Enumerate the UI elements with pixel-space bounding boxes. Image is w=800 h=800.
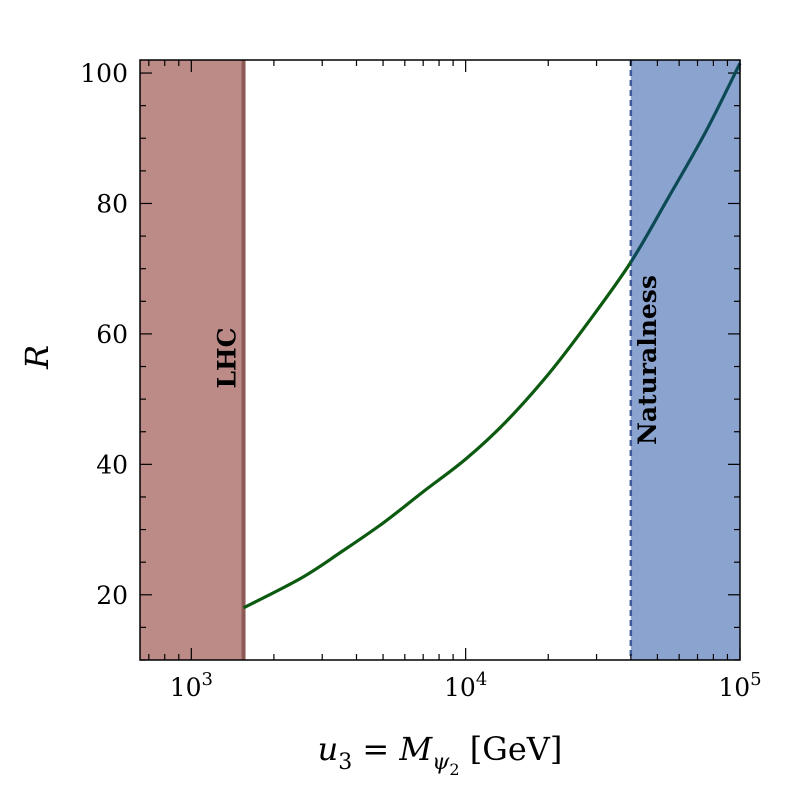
y-tick-label: 80 [96, 189, 128, 218]
bands [140, 60, 740, 660]
x-label-eq: = [352, 730, 399, 768]
band-1 [630, 60, 740, 660]
series-line [242, 259, 631, 610]
y-tick-labels: 20 40 60 80 100 [80, 59, 128, 610]
band-0 [140, 60, 244, 660]
x-label-var: u [318, 730, 339, 768]
x-tick-label: 105 [718, 669, 761, 702]
band-labels: LHC Naturalness [213, 275, 662, 445]
series-line-in-band [630, 62, 742, 266]
series-layer [242, 62, 742, 610]
x-tick-label: 103 [170, 669, 213, 702]
plot-frame [139, 59, 741, 661]
x-tick-labels: 103 104 105 [170, 669, 762, 702]
y-tick-label: 20 [96, 581, 128, 610]
y-tick-label: 60 [96, 320, 128, 349]
y-tick-label: 40 [96, 450, 128, 479]
x-label-var2: M [398, 730, 433, 768]
band-label-1: Naturalness [633, 275, 662, 445]
x-label-unit: [GeV] [460, 730, 563, 768]
x-label-var2-subsub: 2 [449, 760, 459, 779]
x-label-var2-sub: ψ [432, 750, 450, 775]
y-tick-label: 100 [80, 59, 128, 88]
y-axis-title: R [18, 345, 56, 370]
x-axis-title: u3 = Mψ2 [GeV] [318, 730, 563, 779]
x-label-var-sub: 3 [338, 750, 352, 775]
x-tick-label: 104 [444, 669, 487, 702]
band-label-0: LHC [213, 327, 242, 388]
